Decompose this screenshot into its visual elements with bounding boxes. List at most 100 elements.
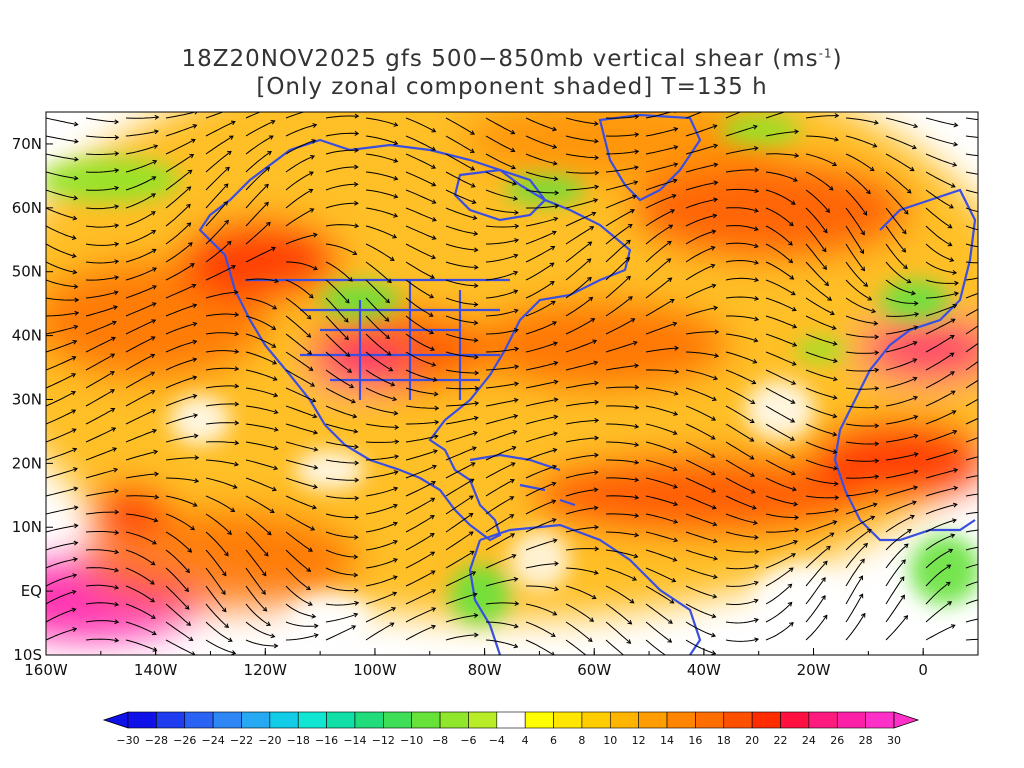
streamline-arrow <box>790 453 796 459</box>
streamline-arrow <box>73 324 79 330</box>
streamline-arrow <box>431 362 437 367</box>
streamline-395 <box>485 399 518 407</box>
streamline-arrow <box>995 491 999 495</box>
streamline-arrow <box>710 263 716 269</box>
streamline-316 <box>205 350 239 353</box>
streamline-72 <box>46 171 78 179</box>
streamline-arrow <box>588 656 592 660</box>
colorbar-label-26: 28 <box>859 734 873 747</box>
streamline-arrow <box>434 419 440 425</box>
streamline-587 <box>485 533 515 551</box>
streamline-arrow <box>509 514 515 519</box>
streamline-arrow <box>310 155 316 160</box>
streamline-arrow <box>313 623 319 629</box>
streamline-arrow <box>71 409 77 414</box>
streamline-202 <box>445 261 478 268</box>
streamline-227 <box>485 271 518 281</box>
streamline-312 <box>46 340 77 353</box>
streamline-arrow <box>114 185 120 191</box>
streamline-247 <box>325 297 349 323</box>
streamline-arrow <box>150 336 156 341</box>
streamline-arrow <box>794 129 800 135</box>
streamline-arrow <box>792 323 798 329</box>
streamline-341 <box>245 369 277 381</box>
streamline-13 <box>565 117 598 125</box>
streamline-arrow <box>73 486 79 492</box>
streamline-19 <box>805 115 839 119</box>
streamline-arrow <box>353 428 359 434</box>
title-line1-end: ) <box>832 46 843 72</box>
streamline-arrow <box>471 571 477 576</box>
streamline-arrow <box>272 376 278 381</box>
streamline-301 <box>565 318 595 335</box>
streamline-419 <box>485 415 518 425</box>
streamline-629 <box>245 585 267 612</box>
streamline-149 <box>245 202 269 227</box>
streamline-617 <box>725 565 759 570</box>
streamline-arrow <box>221 590 226 595</box>
streamline-365 <box>245 387 278 397</box>
streamline-650 <box>125 603 156 619</box>
streamline-671 <box>965 599 978 605</box>
streamline-arrow <box>634 532 640 538</box>
streamline-20 <box>845 117 879 124</box>
streamline-463 <box>325 459 359 464</box>
streamline-arrow <box>509 479 515 484</box>
coastline-north-america <box>198 138 632 542</box>
streamline-arrow <box>791 553 796 558</box>
streamline-125 <box>245 184 269 209</box>
streamline-663 <box>645 603 673 624</box>
streamline-576 <box>46 542 78 551</box>
streamline-arrow <box>711 632 717 638</box>
streamline-arrow <box>431 199 437 204</box>
streamline-arrow <box>354 495 360 501</box>
streamline-169 <box>85 243 119 246</box>
streamline-arrow <box>672 430 678 435</box>
streamline-arrow <box>193 413 199 419</box>
streamline-470 <box>606 459 639 464</box>
colorbar-label-7: −16 <box>315 734 338 747</box>
streamline-arrow <box>393 470 399 475</box>
streamline-arrow <box>270 120 276 125</box>
streamline-284 <box>845 315 878 325</box>
streamline-arrow <box>430 551 436 557</box>
streamline-arrow <box>385 298 390 304</box>
streamline-arrow <box>389 256 395 261</box>
streamline-arrow <box>754 637 760 643</box>
streamline-arrow <box>994 577 998 581</box>
streamline-arrow <box>826 545 831 551</box>
streamline-arrow <box>510 129 516 135</box>
streamline-arrow <box>870 515 876 521</box>
streamline-533 <box>245 513 272 536</box>
streamline-arrow <box>471 199 477 205</box>
streamline-arrow <box>264 183 269 189</box>
streamline-176 <box>365 243 395 261</box>
streamline-47 <box>965 135 978 138</box>
streamline-608 <box>365 558 398 569</box>
streamline-428 <box>845 423 879 427</box>
streamline-4 <box>205 112 225 119</box>
streamline-arrow <box>393 503 398 509</box>
streamline-488 <box>365 471 398 479</box>
streamline-437 <box>245 441 278 450</box>
streamline-arrow <box>912 500 917 506</box>
streamline-arrow <box>514 210 519 216</box>
streamline-arrow <box>995 119 999 123</box>
streamline-arrow <box>353 587 359 594</box>
streamline-arrow <box>912 358 918 363</box>
streamline-arrow <box>228 135 234 140</box>
streamline-arrow <box>354 164 359 170</box>
streamline-arrow <box>313 107 317 111</box>
streamline-arrow <box>114 275 120 281</box>
streamline-arrow <box>946 564 952 569</box>
streamline-arrow <box>272 360 277 365</box>
streamline-arrow <box>114 151 120 157</box>
streamline-arrow <box>221 571 227 577</box>
streamline-arrow <box>673 537 679 543</box>
streamline-469 <box>565 454 599 461</box>
streamline-598 <box>925 534 955 551</box>
streamline-421 <box>565 419 599 425</box>
streamline-arrow <box>992 286 996 290</box>
streamline-arrow <box>673 127 679 132</box>
streamline-528 <box>46 506 78 515</box>
